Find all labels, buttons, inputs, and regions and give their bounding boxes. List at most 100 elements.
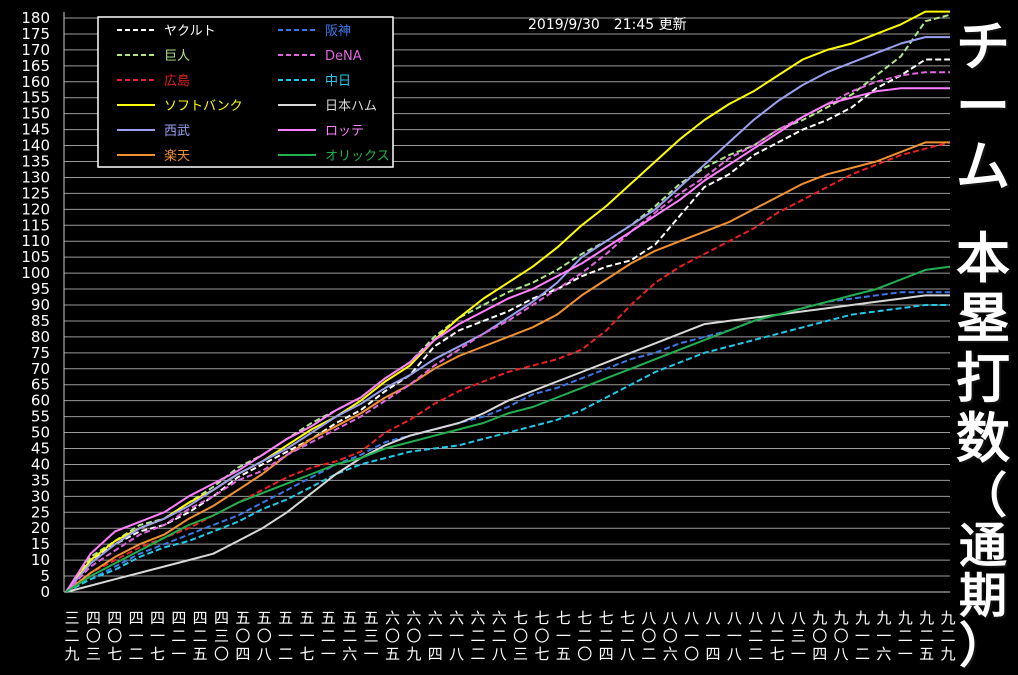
x-tick-label: 五 [364,609,379,627]
x-tick-label: 一 [898,645,913,663]
x-tick-label: 五 [385,645,400,663]
x-tick-label: 四 [599,645,614,663]
y-tick-label: 170 [21,41,50,59]
series-lines [65,10,951,593]
x-tick-label: 一 [150,627,165,645]
x-tick-label: 六 [470,609,485,627]
x-tick-label: 七 [535,609,550,627]
title-char: ー [956,75,1010,138]
title-char: ム [956,135,1010,198]
y-tick-label: 105 [21,248,50,266]
x-tick-label: 八 [748,609,763,627]
series-line [65,87,950,593]
x-tick-label: 六 [342,645,357,663]
x-tick-label: 四 [193,609,208,627]
y-tick-label: 50 [31,424,50,442]
title-char: 打 [956,347,1010,410]
y-tick-label: 15 [31,535,50,553]
series-line [65,265,951,593]
x-tick-label: 八 [620,645,635,663]
x-tick-label: 三 [364,627,379,645]
x-tick-label: 八 [834,645,849,663]
x-tick-label: 五 [278,609,293,627]
legend-box [97,16,394,168]
x-tick-label: 三 [214,627,229,645]
x-tick-label: 二 [342,627,357,645]
x-tick-label: 七 [620,609,635,627]
x-tick-label: 六 [663,645,678,663]
y-tick-label: 45 [31,440,50,458]
x-tick-label: 四 [107,609,122,627]
legend-label: 西武 [164,124,190,139]
x-tick-label: 二 [748,645,763,663]
y-tick-label: 130 [21,168,50,186]
x-tick-label: 五 [193,645,208,663]
x-tick-label: 四 [428,645,443,663]
x-tick-label: 〇 [641,627,656,645]
x-tick-label: 二 [64,627,79,645]
series-line [65,294,950,593]
x-tick-label: 二 [470,627,485,645]
x-tick-label: 九 [64,645,79,663]
y-tick-label: 10 [31,551,50,569]
x-tick-label: 〇 [257,627,272,645]
legend-label: 日本ハム [325,99,377,114]
x-tick-label: 七 [770,645,785,663]
legend-label: 巨人 [164,49,190,64]
legend-label: ヤクルト [164,24,216,39]
x-tick-label: 四 [150,609,165,627]
x-tick-label: 七 [556,609,571,627]
legend-label: 中日 [325,74,351,89]
x-tick-label: 七 [150,645,165,663]
title-char: ） [958,618,1007,674]
y-tick-label: 75 [31,344,50,362]
x-tick-label: 〇 [812,627,827,645]
x-tick-label: 一 [300,627,315,645]
series-line [65,58,950,593]
x-tick-label: 〇 [235,627,250,645]
legend-label: DeNA [325,49,362,64]
x-tick-label: 三 [513,645,528,663]
x-tick-label: 〇 [834,627,849,645]
title-char: 数 [956,407,1010,470]
x-tick-label: 七 [577,609,592,627]
x-tick-label: 七 [535,645,550,663]
y-tick-label: 95 [31,280,50,298]
x-tick-label: 四 [129,609,144,627]
x-tick-label: 九 [834,609,849,627]
x-tick-label: 四 [812,645,827,663]
x-tick-label: 四 [705,645,720,663]
x-tick-label: 二 [599,627,614,645]
title-char: チ [956,15,1010,78]
x-tick-label: 五 [556,645,571,663]
x-tick-label: 四 [86,609,101,627]
x-tick-label: 一 [129,627,144,645]
x-tick-label: 八 [492,645,507,663]
x-tick-label: 一 [876,627,891,645]
title-char: 本 [956,227,1010,290]
x-tick-label: 二 [855,645,870,663]
y-tick-label: 175 [21,25,50,43]
x-tick-label: 〇 [577,645,592,663]
x-tick-label: 一 [855,627,870,645]
x-tick-label: 八 [727,645,742,663]
x-tick-label: 八 [641,609,656,627]
x-tick-label: 二 [321,627,336,645]
x-tick-label: 一 [321,645,336,663]
x-tick-label: 一 [684,627,699,645]
x-tick-label: 六 [876,645,891,663]
x-tick-label: 八 [663,609,678,627]
legend-label: オリックス [325,149,390,164]
x-tick-label: 二 [193,627,208,645]
x-tick-label: 五 [321,609,336,627]
series-line [65,36,950,593]
x-tick-label: 〇 [86,627,101,645]
legend-label: ロッテ [325,124,364,139]
x-tick-label: 八 [684,609,699,627]
x-tick-label: 九 [876,609,891,627]
title-char: 通 [958,518,1007,574]
y-tick-label: 25 [31,503,50,521]
x-tick-label: 〇 [385,627,400,645]
